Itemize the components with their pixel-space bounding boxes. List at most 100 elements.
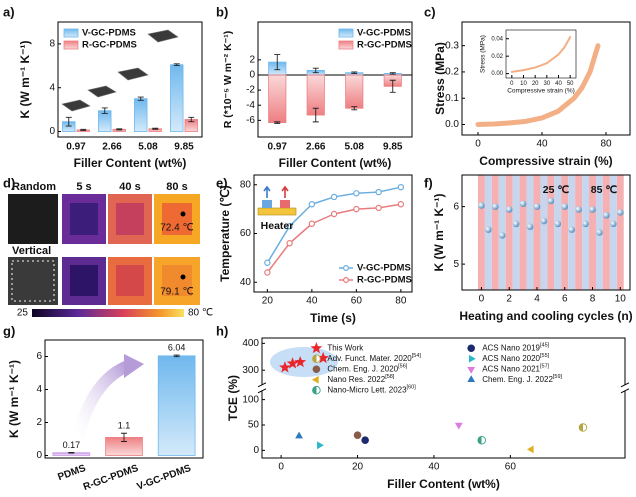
data-label: 6.04 (168, 342, 186, 352)
sample-photo (8, 194, 58, 244)
y-axis-label: Temperature (℃) (218, 185, 232, 282)
y-tick-label: 0 (49, 126, 55, 137)
point (578, 423, 588, 432)
y-tick-label: 40 (240, 277, 252, 288)
x-tick-label: 5.08 (138, 142, 158, 153)
point (561, 203, 569, 210)
temperature-band (519, 175, 527, 290)
legend-swatch (312, 386, 321, 395)
bar (170, 64, 184, 132)
y-tick-label: 0.2 (445, 67, 459, 78)
legend-swatch (312, 365, 321, 374)
point (361, 436, 369, 445)
heater-plate (257, 207, 297, 216)
x-tick-label: 0.97 (66, 142, 86, 153)
sample-texture (11, 260, 55, 302)
temperature-reading: 79.1 ℃ (160, 287, 193, 298)
x-tick-label: 40 (555, 81, 562, 87)
bar (134, 98, 148, 132)
x-tick-label: PDMS (56, 463, 87, 483)
temperature-band (616, 175, 624, 290)
sample-picture (147, 29, 179, 43)
y-tick-label: 2 (249, 54, 255, 65)
x-tick-label: 10 (520, 81, 527, 87)
y-tick-label: 6 (453, 201, 459, 212)
point (264, 259, 271, 266)
legend-swatch (311, 375, 319, 384)
point (295, 431, 303, 439)
probe-point (180, 211, 186, 217)
error-bar (188, 116, 195, 123)
y-tick-label: -2 (246, 85, 255, 96)
point (317, 441, 324, 450)
point (454, 422, 463, 430)
error-bar (274, 121, 281, 124)
point (353, 190, 360, 197)
x-tick-label: 40 (306, 296, 318, 307)
x-tick-label: 2 (506, 294, 512, 305)
label-part: [57] (540, 364, 550, 370)
temperature-band (575, 175, 583, 290)
thermal-sample (70, 265, 98, 296)
y-tick-label: 0.1 (445, 93, 459, 104)
legend-swatch (312, 354, 321, 364)
x-tick-label: 5.08 (345, 142, 365, 153)
panel-label: h) (216, 323, 228, 338)
x-tick-label: 30 (543, 81, 550, 87)
axes-frame (44, 339, 204, 459)
axis-break (258, 384, 266, 391)
label-part: ACS Nano 2020 (482, 354, 540, 363)
point (526, 223, 534, 231)
sample-picture (117, 67, 149, 81)
sample-block (280, 200, 290, 208)
point (582, 220, 589, 228)
point (512, 220, 520, 228)
x-axis-label: Filler Content (wt%) (387, 477, 500, 491)
legend-swatch (467, 367, 476, 374)
legend-label: Adv. Funct. Mater. 2020[54] (327, 353, 421, 363)
point (575, 206, 582, 213)
x-axis-label: Compressive strain (%) (479, 154, 612, 168)
error-bar (173, 354, 180, 358)
y-tick-label: 5 (453, 259, 459, 270)
bar (268, 74, 287, 124)
y-tick-label: 6 (36, 351, 42, 362)
y-tick-label: 300 (242, 365, 259, 376)
trend-arrow (72, 360, 131, 440)
label-part: [59] (553, 374, 563, 380)
x-tick-label: 0 (479, 294, 485, 305)
legend-swatch (63, 40, 79, 50)
point (353, 431, 362, 439)
legend-label: Nano-Micro Lett. 2023[60] (327, 385, 416, 395)
x-tick-label: R-GC-PDMS (82, 463, 140, 493)
legend-label: R-GC-PDMS (82, 40, 137, 51)
sample-photo (8, 257, 58, 305)
sample-picture (87, 85, 117, 98)
x-tick-label: 80 (600, 139, 612, 150)
thermal-sample (116, 265, 144, 296)
y-tick-label: 0 (253, 445, 259, 456)
x-tick-label: 20 (262, 296, 274, 307)
point (485, 226, 492, 233)
legend-swatch (342, 265, 349, 272)
error-bar (312, 107, 319, 123)
sample-block (262, 200, 272, 208)
panel-label: g) (3, 323, 15, 338)
x-tick-label: 20 (352, 462, 364, 473)
x-tick-label: 2.66 (306, 142, 326, 153)
temperature-band (533, 175, 541, 290)
panel-label: c) (424, 4, 436, 19)
y-axis-label: K (W m⁻¹ K⁻¹) (7, 360, 21, 438)
axis-break (257, 382, 267, 394)
y-tick-label: -6 (246, 115, 255, 126)
colorbar-label: 80 ℃ (188, 308, 213, 319)
x-tick-label: 2.66 (102, 142, 122, 153)
sample-pictures (61, 29, 179, 112)
point (330, 193, 338, 201)
point (533, 203, 541, 210)
point (308, 201, 316, 208)
point (554, 220, 562, 228)
annotation: Heater (261, 220, 294, 232)
x-tick-label: 6 (562, 294, 568, 305)
legend-label: R-GC-PDMS (357, 275, 412, 286)
